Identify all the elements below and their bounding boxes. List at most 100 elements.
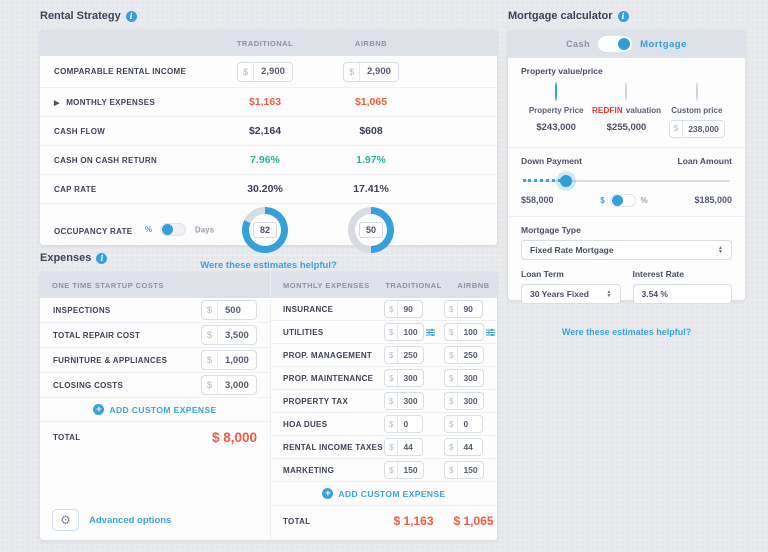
dollar-unit[interactable]: $ [600,195,605,205]
rental-income-taxes-input-traditional[interactable]: $44 [384,438,424,456]
row-label: COMPARABLE RENTAL INCOME [54,67,187,76]
startup-costs-column: ONE TIME STARTUP COSTS INSPECTIONS $ 500… [40,272,270,540]
rental-strategy-title-text: Rental Strategy [40,10,121,22]
mortgage-type-section: Mortgage Type Fixed Rate Mortgage ▲ ▼ [508,217,745,264]
mortgage-calculator-title: Mortgage calculator i [508,10,629,22]
furniture-input[interactable]: $ 1,000 [200,350,257,370]
table-row: COMPARABLE RENTAL INCOME $ 2,900 $ 2,900 [40,56,497,87]
gear-icon[interactable]: ⚙ [52,509,79,531]
prop-management-input-airbnb[interactable]: $250 [444,346,484,364]
select-arrows-icon: ▲ ▼ [718,244,723,255]
info-icon[interactable]: i [617,10,629,22]
property-value-section: Property value/price Property Price $243… [508,58,745,148]
table-row: MARKETING $150 $150 [271,459,497,482]
occupancy-unit-days[interactable]: Days [194,224,215,234]
cap-rate-traditional: 30.20% [247,183,283,195]
coc-return-traditional: 7.96% [250,154,280,166]
dollar-percent-toggle[interactable] [609,193,636,207]
loan-term-label: Loan Term [521,268,564,279]
table-row: RENTAL INCOME TAXES $44 $44 [271,436,497,459]
insurance-input-airbnb[interactable]: $90 [444,300,484,318]
property-tax-input-traditional[interactable]: $300 [384,392,424,410]
mortgage-type-select[interactable]: Fixed Rate Mortgage ▲ ▼ [521,239,732,260]
row-label: CAP RATE [54,184,97,194]
hoa-dues-input-traditional[interactable]: $0 [384,415,424,433]
redfin-valuation-radio[interactable] [625,82,628,101]
rental-income-input-airbnb[interactable]: $ 2,900 [343,61,399,82]
prop-management-input-traditional[interactable]: $250 [384,346,424,364]
rental-income-input-traditional[interactable]: $ 2,900 [237,61,293,82]
slider-handle[interactable] [560,174,573,187]
mortgage-option[interactable]: Mortgage [640,38,687,50]
property-price-radio[interactable] [555,82,558,101]
percent-unit[interactable]: % [640,195,648,205]
table-row: INSURANCE $90 $90 [271,298,497,321]
expenses-title-text: Expenses [40,252,92,264]
add-custom-expense-startup[interactable]: + ADD CUSTOM EXPENSE [40,398,270,422]
monthly-total-airbnb: $ 1,065 [453,514,494,528]
rental-income-taxes-input-airbnb[interactable]: $44 [444,438,484,456]
custom-price-input[interactable]: $ 238,000 [668,119,725,138]
expenses-panel: ONE TIME STARTUP COSTS INSPECTIONS $ 500… [40,272,497,540]
monthly-total-row: TOTAL $ 1,163 $ 1,065 [271,506,497,528]
row-label: INSPECTIONS [53,305,111,315]
currency-prefix: $ [238,62,255,81]
mortgage-type-label: Mortgage Type [521,224,581,235]
table-row: INSPECTIONS $ 500 [40,298,270,323]
property-tax-input-airbnb[interactable]: $300 [444,392,484,410]
loan-term-select[interactable]: 30 Years Fixed ▲ ▼ [521,283,621,304]
interest-rate-input[interactable]: 3.54 % [632,283,732,304]
cash-option[interactable]: Cash [566,39,591,49]
cash-flow-airbnb: $608 [359,125,383,137]
occupancy-unit-percent[interactable]: % [144,224,153,234]
loan-amount-value: $185,000 [694,195,732,205]
expand-arrow-icon[interactable]: ▶ [54,99,60,107]
info-icon[interactable]: i [125,10,137,22]
row-label: FURNITURE & APPLIANCES [53,355,168,365]
redfin-logo: REDFIN [591,106,623,115]
loan-term-section: Loan Term 30 Years Fixed ▲ ▼ Interest Rat… [508,264,745,313]
occupancy-input-traditional[interactable]: 82 [252,221,278,238]
table-row: UTILITIES $100 $100 [271,321,497,344]
info-icon[interactable]: i [96,252,108,264]
down-payment-slider[interactable] [523,174,730,187]
utilities-input-airbnb[interactable]: $100 [444,323,484,341]
down-payment-section: Down Payment Loan Amount $58,000 $ % $18… [508,148,745,217]
inspections-input[interactable]: $ 500 [200,300,257,320]
estimates-helpful-link[interactable]: Were these estimates helpful? [561,326,692,337]
table-row: CLOSING COSTS $ 3,000 [40,373,270,398]
closing-costs-input[interactable]: $ 3,000 [200,375,257,395]
table-row[interactable]: ▶ MONTHLY EXPENSES $1,163 $1,065 [40,87,497,116]
hoa-dues-input-airbnb[interactable]: $0 [444,415,484,433]
occupancy-input-airbnb[interactable]: 50 [358,221,384,238]
startup-total-value: $ 8,000 [211,430,257,445]
column-header-airbnb: AIRBNB [457,280,490,290]
table-row: PROP. MANAGEMENT $250 $250 [271,344,497,367]
custom-price-radio[interactable] [695,82,698,101]
rental-strategy-panel: TRADITIONAL AIRBNB COMPARABLE RENTAL INC… [40,30,497,271]
property-price-value: $243,000 [536,122,576,133]
insurance-input-traditional[interactable]: $90 [384,300,424,318]
table-row: CASH FLOW $2,164 $608 [40,116,497,145]
utilities-input-traditional[interactable]: $100 [384,323,424,341]
row-label: CASH ON CASH RETURN [54,155,158,165]
prop-maintenance-input-airbnb[interactable]: $300 [444,369,484,387]
total-label: TOTAL [283,516,311,526]
down-payment-label: Down Payment [521,155,582,166]
marketing-input-airbnb[interactable]: $150 [444,461,484,479]
column-header-traditional: TRADITIONAL [385,280,442,290]
down-payment-value: $58,000 [521,195,554,205]
estimates-helpful-link[interactable]: Were these estimates helpful? [200,260,337,271]
sliders-icon[interactable] [425,328,435,337]
add-custom-expense-monthly[interactable]: + ADD CUSTOM EXPENSE [271,482,497,506]
property-price-option: Property Price $243,000 [521,82,591,138]
sliders-icon[interactable] [485,328,495,337]
occupancy-unit-toggle[interactable] [160,222,187,236]
marketing-input-traditional[interactable]: $150 [384,461,424,479]
prop-maintenance-input-traditional[interactable]: $300 [384,369,424,387]
cash-mortgage-toggle[interactable] [598,36,633,52]
advanced-options-button[interactable]: ⚙ Advanced options [52,509,171,531]
repair-cost-input[interactable]: $ 3,500 [200,325,257,345]
row-label: CASH FLOW [54,126,106,136]
rental-strategy-title: Rental Strategy i [40,10,137,22]
